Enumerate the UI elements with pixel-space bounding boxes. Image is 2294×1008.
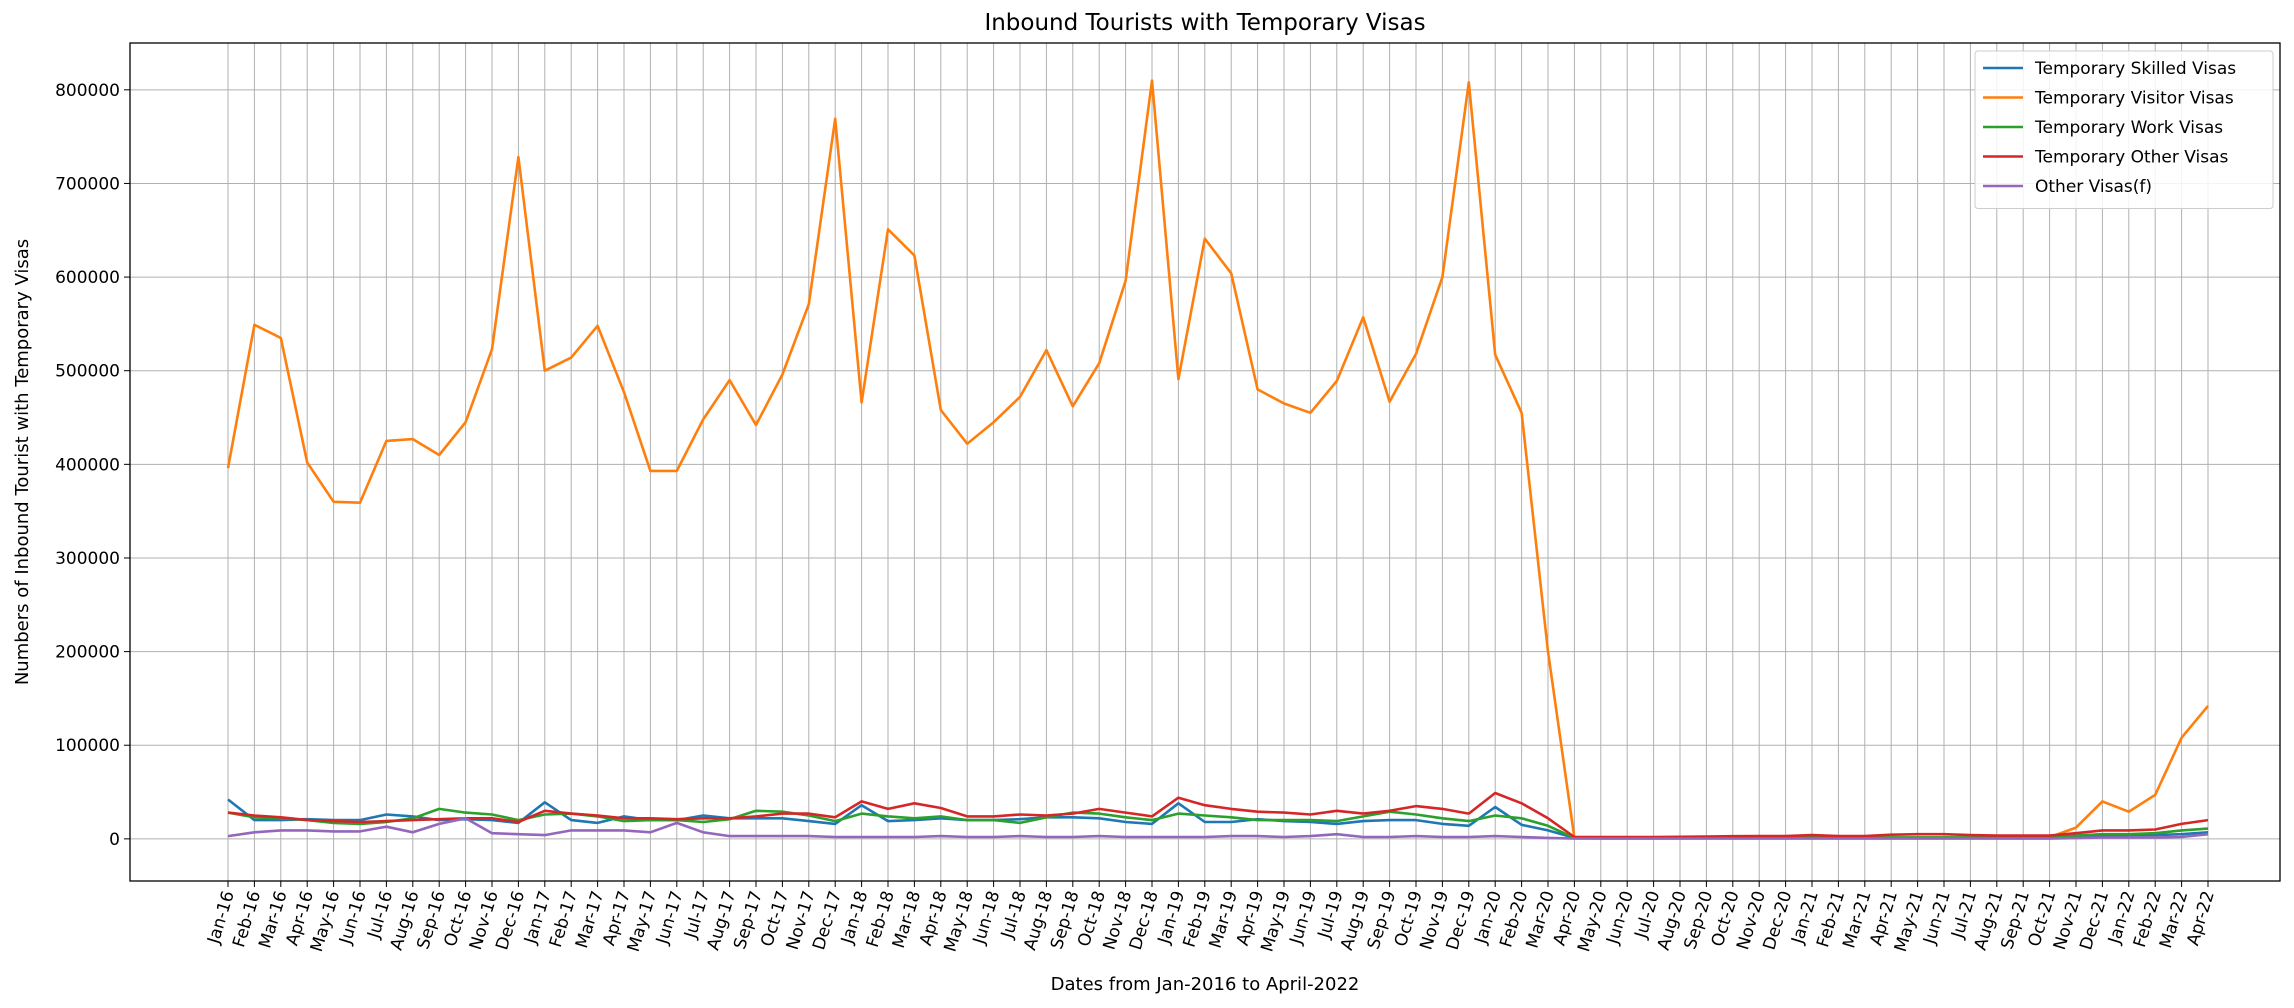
series-line — [227, 791, 2209, 839]
series-lines — [226, 79, 2210, 840]
y-axis-label: Numbers of Inbound Tourist with Temporar… — [12, 239, 33, 685]
legend-label: Temporary Skilled Visas — [2034, 59, 2236, 79]
series-line — [226, 79, 2210, 840]
chart-title: Inbound Tourists with Temporary Visas — [984, 10, 1425, 36]
legend-box — [1974, 50, 2274, 209]
y-tick-label: 200000 — [55, 643, 120, 663]
x-axis-label: Dates from Jan-2016 to April-2022 — [1051, 974, 1360, 995]
y-tick-label: 800000 — [55, 81, 120, 101]
x-axis-ticks: Jan-16Feb-16Mar-16Apr-16May-16Jun-16Jul-… — [204, 881, 2219, 954]
legend-label: Other Visas(f) — [2035, 177, 2152, 197]
y-tick-label: 300000 — [55, 549, 120, 569]
y-tick-label: 600000 — [55, 268, 120, 288]
y-tick-label: 700000 — [55, 174, 120, 194]
gridlines — [130, 43, 2280, 881]
legend-label: Temporary Work Visas — [2034, 118, 2223, 138]
y-tick-label: 500000 — [55, 362, 120, 382]
legend-label: Temporary Other Visas — [2034, 148, 2228, 168]
y-tick-label: 0 — [109, 830, 120, 850]
y-tick-label: 100000 — [55, 736, 120, 756]
legend-label: Temporary Visitor Visas — [2034, 89, 2234, 109]
y-axis-ticks: 0 100000 200000 300000 400000 500000 600000 700… — [55, 81, 130, 850]
y-tick-label: 400000 — [55, 455, 120, 475]
legend: Temporary Skilled Visas Temporary Visitor… — [1974, 50, 2274, 209]
series-line — [227, 816, 2209, 840]
